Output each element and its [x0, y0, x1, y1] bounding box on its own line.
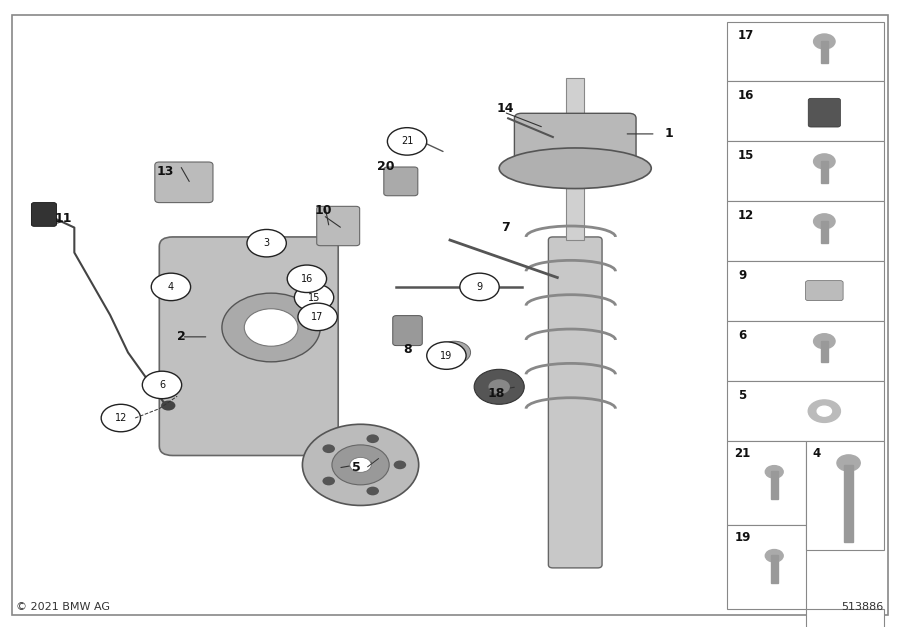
- Text: 5: 5: [352, 462, 361, 474]
- Text: 14: 14: [497, 103, 514, 115]
- Circle shape: [448, 348, 461, 357]
- Circle shape: [101, 404, 140, 432]
- Circle shape: [366, 434, 379, 443]
- Bar: [727, 381, 884, 441]
- Bar: [727, 261, 884, 321]
- Text: 7: 7: [501, 221, 509, 234]
- Text: 513886: 513886: [842, 602, 884, 612]
- Circle shape: [837, 455, 860, 471]
- Text: 3: 3: [264, 238, 270, 248]
- Text: 15: 15: [738, 149, 754, 162]
- Circle shape: [294, 284, 334, 311]
- Circle shape: [765, 549, 783, 562]
- Text: 12: 12: [114, 413, 127, 423]
- Text: 5: 5: [738, 389, 746, 402]
- FancyBboxPatch shape: [808, 98, 841, 127]
- Circle shape: [298, 303, 338, 331]
- Text: 20: 20: [377, 160, 394, 173]
- FancyBboxPatch shape: [159, 237, 338, 455]
- Circle shape: [350, 457, 372, 472]
- Circle shape: [438, 341, 471, 364]
- Text: 8: 8: [403, 343, 411, 356]
- Circle shape: [366, 486, 379, 495]
- Circle shape: [427, 342, 466, 369]
- Text: 2: 2: [177, 330, 186, 343]
- Text: 9: 9: [476, 282, 482, 292]
- Text: 6: 6: [738, 329, 746, 341]
- Circle shape: [489, 379, 510, 394]
- Bar: [727, 81, 884, 141]
- FancyBboxPatch shape: [806, 280, 843, 301]
- Text: 12: 12: [738, 209, 754, 222]
- Text: 6: 6: [159, 380, 165, 390]
- Circle shape: [222, 293, 320, 362]
- Text: 4: 4: [813, 447, 821, 461]
- Text: 21: 21: [734, 447, 751, 461]
- Circle shape: [817, 406, 832, 416]
- Circle shape: [151, 273, 191, 301]
- Text: 10: 10: [314, 203, 332, 217]
- Circle shape: [161, 401, 176, 411]
- Circle shape: [142, 371, 182, 399]
- Circle shape: [765, 466, 783, 478]
- Text: 1: 1: [665, 127, 673, 140]
- Bar: [727, 202, 884, 261]
- Text: 9: 9: [738, 269, 746, 282]
- FancyBboxPatch shape: [392, 316, 422, 346]
- Circle shape: [460, 273, 500, 301]
- Bar: [727, 21, 884, 81]
- Bar: [770, 554, 778, 583]
- FancyBboxPatch shape: [515, 113, 636, 164]
- FancyBboxPatch shape: [548, 237, 602, 568]
- FancyBboxPatch shape: [32, 203, 57, 226]
- FancyBboxPatch shape: [383, 167, 418, 196]
- Text: 16: 16: [738, 89, 754, 102]
- Bar: [727, 525, 806, 609]
- Circle shape: [814, 334, 835, 349]
- Bar: [821, 41, 828, 63]
- Circle shape: [814, 214, 835, 229]
- Text: © 2021 BMW AG: © 2021 BMW AG: [16, 602, 110, 612]
- Circle shape: [393, 461, 406, 469]
- Bar: [844, 465, 853, 542]
- Bar: [806, 609, 884, 630]
- Circle shape: [287, 265, 327, 292]
- FancyBboxPatch shape: [12, 15, 888, 615]
- FancyBboxPatch shape: [155, 162, 213, 203]
- Text: 19: 19: [734, 531, 751, 544]
- Text: 17: 17: [738, 29, 754, 42]
- Circle shape: [244, 309, 298, 346]
- Circle shape: [814, 154, 835, 169]
- Text: 13: 13: [157, 165, 175, 178]
- Bar: [821, 341, 828, 362]
- FancyBboxPatch shape: [317, 207, 360, 246]
- Circle shape: [302, 424, 419, 505]
- Text: 15: 15: [308, 292, 320, 302]
- Circle shape: [322, 444, 335, 453]
- Text: 18: 18: [488, 387, 505, 399]
- Circle shape: [814, 34, 835, 49]
- Circle shape: [322, 477, 335, 485]
- Circle shape: [808, 400, 841, 422]
- Circle shape: [332, 445, 389, 485]
- Text: 4: 4: [168, 282, 174, 292]
- Ellipse shape: [500, 148, 652, 188]
- Text: 16: 16: [301, 274, 313, 284]
- Bar: [727, 321, 884, 381]
- Text: 17: 17: [311, 312, 324, 322]
- Bar: [821, 161, 828, 183]
- Text: 21: 21: [400, 137, 413, 146]
- Circle shape: [247, 229, 286, 257]
- Text: 11: 11: [55, 212, 72, 225]
- Bar: [566, 77, 584, 240]
- Text: 19: 19: [440, 350, 453, 360]
- Circle shape: [387, 128, 427, 155]
- Bar: [770, 471, 778, 499]
- Bar: [727, 141, 884, 202]
- Bar: [727, 441, 806, 525]
- Bar: [806, 441, 884, 550]
- Circle shape: [474, 369, 524, 404]
- Bar: [821, 220, 828, 243]
